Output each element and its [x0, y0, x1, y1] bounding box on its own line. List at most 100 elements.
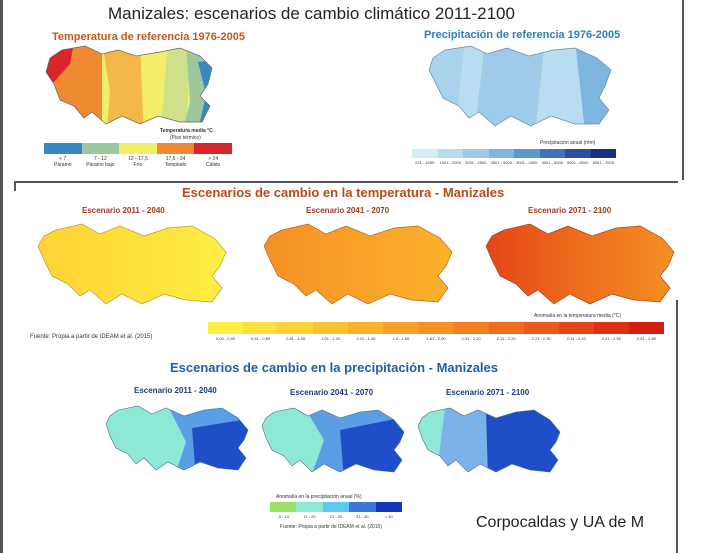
ref-precip-legend-range: 6001 - 7000 [592, 160, 614, 165]
ref-precip-legend-swatch [488, 149, 514, 158]
temp-legend-swatch [453, 322, 489, 334]
ref-precip-legend-swatch [565, 149, 591, 158]
frame-divider [14, 181, 678, 183]
precip-legend-label: 31 - 40 [349, 514, 375, 519]
temp-legend-swatch [488, 322, 524, 334]
precip-scenario-3-title: Escenario 2071 - 2100 [446, 388, 530, 397]
temp-scenario-3-map [485, 223, 675, 305]
temp-legend-range: 2,51 - 2,60 [636, 336, 657, 341]
precip-legend-swatch [349, 502, 376, 512]
ref-temp-map [45, 45, 213, 125]
ref-temp-legend-class-name: Frío [133, 162, 143, 168]
ref-precip-legend-label: 221 - 1000 [412, 160, 438, 165]
precip-scenario-2-title: Escenario 2041 - 2070 [290, 388, 374, 397]
ref-precip-legend-label: 4001 - 5000 [540, 160, 566, 165]
ref-temp-legend-label: 7 - 12 Páramo bajo [82, 156, 120, 168]
temp-legend-range: 1,01 - 1,20 [321, 336, 341, 341]
ref-precip-title: Precipitación de referencia 1976-2005 [424, 29, 621, 41]
ref-precip-legend-label: 1001 - 2000 [438, 160, 464, 165]
temp-legend-swatch [313, 322, 349, 334]
ref-temp-legend-label: < 7 Páramo [44, 156, 82, 168]
ref-precip-legend-label: 5001 - 6000 [565, 160, 591, 165]
temp-legend-range: 1,4 - 1,60 [392, 336, 410, 341]
ref-precip-legend-swatch [539, 149, 565, 158]
temp-legend-label: 1,4 - 1,60 [383, 336, 418, 341]
temp-legend-range: 2,01 - 2,10 [461, 336, 481, 341]
temp-scenario-1-title: Escenario 2011 - 2040 [82, 206, 165, 215]
ref-precip-legend-swatch [590, 149, 616, 158]
ref-precip-legend-title: Precipitación anual (mm) [540, 140, 596, 146]
ref-temp-legend-class-name: Cálido [206, 162, 221, 168]
ref-temp-legend-labels: < 7 Páramo 7 - 12 Páramo bajo 12 - 17,5 Frío 1… [44, 156, 232, 172]
temp-legend-label: 2,31 - 2,40 [559, 336, 594, 341]
temp-scenario-2-title: Escenario 2041 - 2070 [306, 206, 390, 215]
precip-legend-swatch [322, 502, 350, 512]
precip-legend-range: 11 - 20 [303, 514, 316, 519]
temp-legend-swatch [523, 322, 559, 334]
ref-precip-legend-range: 4001 - 5000 [541, 160, 563, 165]
temp-legend-range: 0,51 - 0,80 [251, 336, 271, 341]
temp-legend-title: Anomalía en la temperatura media (°C) [534, 313, 622, 319]
temp-legend-swatch [628, 322, 665, 334]
ref-temp-legend-title: Temperatura media °C [160, 128, 213, 134]
ref-precip-legend-range: 221 - 1000 [415, 160, 435, 165]
temp-legend-label: 2,51 - 2,60 [629, 336, 664, 341]
temp-legend-swatch [208, 322, 244, 334]
temp-legend-labels: 0,00 - 0,50 0,51 - 0,80 0,81 - 1,00 1,01 - … [208, 336, 664, 344]
ref-precip-legend-swatch [463, 149, 489, 158]
precip-legend-range: > 40 [384, 514, 393, 519]
ref-temp-legend-label: > 24 Cálido [194, 156, 232, 168]
temp-legend-range: 2,41 - 2,50 [601, 336, 621, 341]
ref-temp-legend-swatch [156, 143, 195, 154]
ref-temp-legend-label: 12 - 17,5 Frío [119, 156, 157, 168]
precip-scenario-1-title: Escenario 2011 - 2040 [134, 386, 217, 395]
temp-source: Fuente: Propia a partir de IDEAM et al. … [30, 334, 153, 340]
ref-precip-legend-range: 1001 - 2000 [439, 160, 461, 165]
ref-precip-legend-label: 6001 - 7000 [591, 160, 617, 165]
temp-legend-label: 1,01 - 1,20 [313, 336, 348, 341]
temp-scenarios-title: Escenarios de cambio en la temperatura -… [182, 185, 505, 200]
ref-temp-legend-range: 12 - 17,5 [128, 156, 148, 162]
precip-legend-bar [270, 502, 403, 512]
ref-precip-legend-swatch [514, 149, 540, 158]
ref-temp-legend-range: < 7 [59, 156, 67, 162]
ref-temp-legend-label: 17,5 - 24 Templado [157, 156, 195, 168]
ref-precip-legend-range: 5001 - 6000 [567, 160, 589, 165]
ref-temp-legend-swatch [194, 143, 232, 154]
temp-scenario-1-map [37, 223, 227, 305]
temp-legend-range: 2,11 - 2,20 [496, 336, 516, 341]
precip-legend-title: Anomalía en la precipitación anual (%) [276, 494, 362, 500]
ref-temp-legend-bar [44, 143, 232, 154]
temp-legend-label: 1,81 - 2,00 [418, 336, 453, 341]
temp-legend-label: 0,00 - 0,50 [208, 336, 243, 341]
temp-legend-range: 0,00 - 0,50 [215, 336, 236, 341]
ref-precip-legend-range: 3001 - 4000 [516, 160, 538, 165]
precip-legend-range: 31 - 40 [356, 514, 369, 519]
precip-legend-swatch [270, 502, 297, 512]
precip-legend-label: > 40 [376, 514, 402, 519]
temp-legend-swatch [348, 322, 384, 334]
ref-temp-title: Temperatura de referencia 1976-2005 [52, 31, 246, 43]
temp-legend-label: 0,51 - 0,80 [243, 336, 278, 341]
precip-legend-swatch [296, 502, 323, 512]
temp-legend-swatch [418, 322, 454, 334]
frame-right-bottom [676, 300, 678, 553]
ref-precip-legend-range: 2001 - 2500 [465, 160, 487, 165]
temp-scenario-2-map [263, 223, 453, 305]
precip-legend-range: -9 - 10 [277, 514, 289, 519]
ref-temp-legend-class-name: Páramo [54, 162, 72, 168]
temp-legend-swatch [558, 322, 594, 334]
precip-legend-label: -9 - 10 [270, 514, 296, 519]
precip-legend-label: 21 - 30 [323, 514, 349, 519]
ref-temp-legend-class-name: Templado [164, 162, 187, 168]
precip-scenario-2-map [261, 407, 405, 473]
ref-precip-legend-range: 2501 - 3000 [490, 160, 512, 165]
ref-precip-legend-label: 2001 - 2500 [463, 160, 489, 165]
page-title: Manizales: escenarios de cambio climátic… [108, 4, 515, 23]
temp-legend-label: 1,21 - 1,40 [348, 336, 383, 341]
precip-scenario-3-map [417, 407, 561, 473]
temp-legend-swatch [243, 322, 279, 334]
ref-temp-legend-swatch [81, 143, 120, 154]
ref-temp-legend-subtitle: (Piso térmico) [170, 135, 201, 141]
ref-temp-legend-range: 7 - 12 [93, 156, 107, 162]
